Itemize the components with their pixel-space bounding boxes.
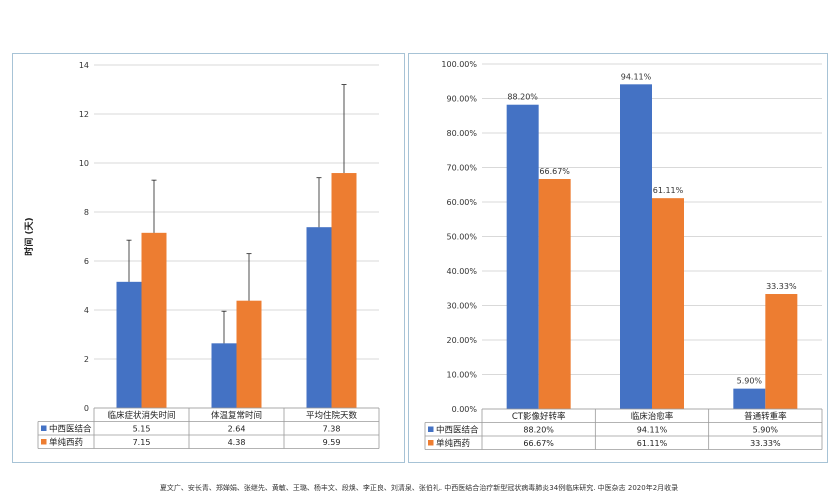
left-ytick-label: 8 [84,208,89,217]
left-legend-label: 中西医结合 [49,424,92,435]
left-ylabel: 时间 (天) [23,217,35,255]
right-chart: 0.00% 10.00% 20.00% 30.00% 40.00% 50.00% 60.00… [424,60,823,450]
right-ytick-label: 20.00% [446,336,477,345]
left-ytick-label: 6 [84,257,89,266]
left-legend-label: 单纯西药 [49,437,83,448]
left-bar [331,173,357,408]
right-bar [538,178,571,409]
right-ytick-label: 90.00% [446,95,477,104]
right-data-label: 88.20% [507,93,538,102]
right-category-label: 普通转重率 [744,411,787,422]
right-data-label: 5.90% [737,377,763,386]
right-ytick-label: 60.00% [446,198,477,207]
right-data-label: 66.67% [539,167,570,176]
right-bar [733,388,766,409]
right-chart-panel: 0.00% 10.00% 20.00% 30.00% 40.00% 50.00% 60.00… [408,53,828,463]
right-ytick-label: 30.00% [446,302,477,311]
right-bar [506,104,539,410]
left-chart: 0 2 4 6 8 10 12 14 时间 (天) 临床症状消失时间 体温复常时间 平均住院天数中西医… [23,61,380,449]
left-ytick-label: 0 [84,404,89,413]
right-ytick-label: 50.00% [446,233,477,242]
left-table-cell: 5.15 [133,425,151,434]
right-table-cell: 94.11% [637,426,668,435]
left-table-cell: 4.38 [228,438,246,447]
left-legend-key [41,439,47,445]
left-bar [236,300,262,408]
right-table-cell: 5.90% [753,426,779,435]
right-legend-label: 单纯西药 [436,438,470,449]
right-ytick-label: 0.00% [452,405,478,414]
right-bar [652,198,684,409]
right-ytick-label: 80.00% [446,129,477,138]
left-bar [141,232,167,408]
right-category-label: CT影像好转率 [512,411,566,422]
left-bar [306,227,332,408]
left-category-label: 平均住院天数 [306,410,358,421]
right-data-label: 94.11% [621,72,652,81]
left-chart-panel: 0 2 4 6 8 10 12 14 时间 (天) 临床症状消失时间 体温复常时间 平均住院天数中西医… [12,53,405,463]
right-category-label: 临床治愈率 [631,411,674,422]
right-ytick-label: 40.00% [446,267,477,276]
right-legend-key [428,440,434,446]
left-category-label: 体温复常时间 [211,410,262,421]
right-legend-label: 中西医结合 [436,425,479,436]
left-bar [116,281,142,408]
right-bar [765,294,798,409]
right-data-label: 33.33% [766,282,797,291]
right-ytick-label: 100.00% [441,60,477,69]
left-table-cell: 2.64 [228,425,246,434]
right-table-cell: 61.11% [637,439,668,448]
left-ytick-label: 4 [84,306,89,315]
left-table-cell: 7.15 [133,438,151,447]
left-table-cell: 9.59 [323,438,341,447]
left-ytick-label: 14 [79,61,89,70]
left-ytick-label: 10 [79,159,89,168]
right-bar [620,84,652,409]
right-ytick-label: 70.00% [446,164,477,173]
right-table-cell: 88.20% [523,426,554,435]
right-table-cell: 33.33% [750,439,781,448]
right-table-cell: 66.67% [523,439,554,448]
right-data-label: 61.11% [653,186,684,195]
citation-footer: 夏文广、安长青、郑婵娟、张继先、黄敏、王璐、杨丰文、段焕、李正良、刘清泉、张伯礼… [159,484,679,492]
left-legend-key [41,425,47,431]
left-bar [211,343,237,408]
left-table-cell: 7.38 [323,425,341,434]
left-category-label: 临床症状消失时间 [107,410,175,421]
left-ytick-label: 12 [79,110,89,119]
left-ytick-label: 2 [84,355,89,364]
right-legend-key [428,426,434,432]
right-ytick-label: 10.00% [446,371,477,380]
